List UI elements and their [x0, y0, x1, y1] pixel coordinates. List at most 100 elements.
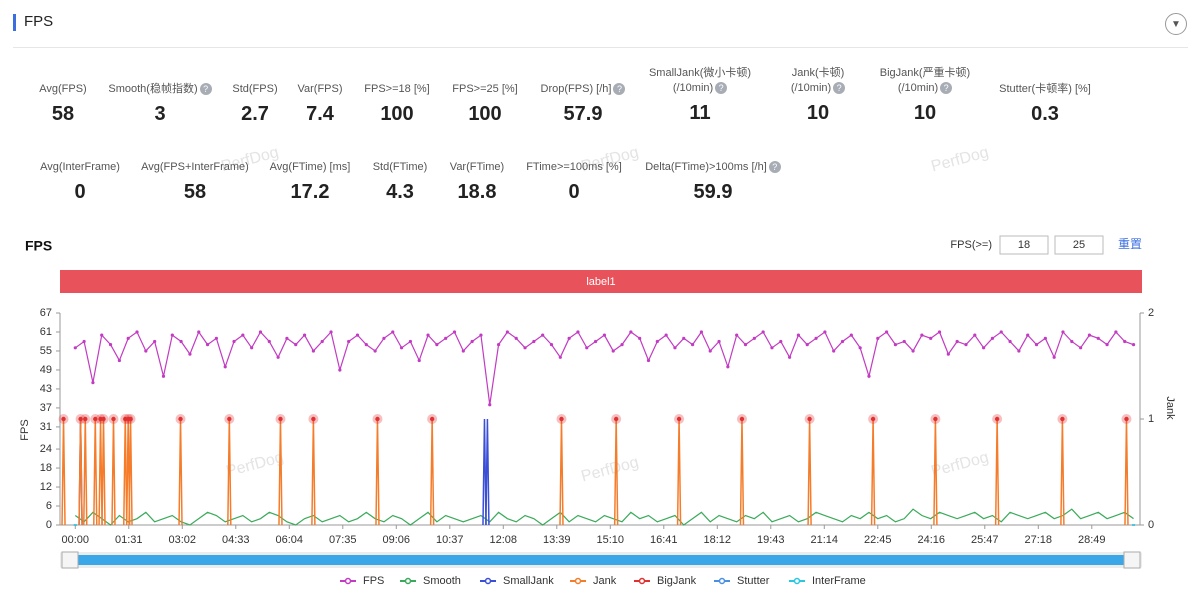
x-tick-label: 09:06: [383, 534, 411, 546]
fps-point: [91, 381, 95, 385]
metric-label-text: SmallJank(微小卡顿) (/10min): [648, 67, 752, 94]
legend-label[interactable]: Jank: [593, 575, 617, 587]
reset-button[interactable]: 重置: [1118, 237, 1142, 251]
y2-tick-label: 0: [1148, 519, 1154, 531]
metric-label-text: Std(FTime): [372, 161, 428, 173]
metric-label: Avg(FPS+InterFrame): [125, 160, 265, 175]
metric-label-text: Smooth(稳帧指数): [108, 83, 198, 95]
metric-label-text: BigJank(严重卡顿) (/10min): [879, 67, 971, 94]
x-tick-label: 00:00: [62, 534, 90, 546]
fps-point: [761, 330, 765, 334]
fps-point: [1052, 355, 1056, 359]
slider-handle[interactable]: [1123, 551, 1141, 569]
metric-label: Avg(FTime) [ms]: [240, 160, 380, 175]
metric-value: 58: [183, 181, 207, 203]
fps-point: [999, 330, 1003, 334]
metric-label: SmallJank(微小卡顿) (/10min)?: [630, 66, 770, 96]
metric-label-text: FPS>=18 [%]: [364, 83, 430, 95]
fps-point: [585, 346, 589, 350]
metric-label: FPS>=18 [%]: [327, 82, 467, 97]
fps-point: [823, 330, 827, 334]
bigjank-point: [429, 416, 435, 422]
fps-point: [576, 330, 580, 334]
threshold-input[interactable]: [1054, 235, 1104, 255]
fps-point: [532, 339, 536, 344]
fps-point: [241, 333, 245, 337]
fps-point: [1105, 343, 1109, 347]
spike: [128, 418, 133, 526]
fps-point: [902, 339, 906, 344]
metric-value: 7.4: [306, 103, 334, 125]
help-icon[interactable]: ?: [833, 82, 846, 95]
metric-value: 100: [380, 103, 414, 125]
metric-value: 0: [74, 181, 86, 203]
metric-label-text: Avg(InterFrame): [40, 161, 120, 173]
metric-value: 59.9: [693, 181, 733, 203]
metric: FPS>=18 [%] 100: [327, 82, 467, 126]
metric-label-text: Var(FTime): [449, 161, 505, 173]
fps-point: [1114, 330, 1118, 334]
fps-point: [602, 333, 607, 337]
legend-label[interactable]: SmallJank: [503, 575, 554, 587]
collapse-button[interactable]: ▼: [1165, 13, 1187, 35]
bigjank-point: [613, 416, 619, 422]
fps-point: [1008, 339, 1012, 344]
help-icon[interactable]: ?: [940, 82, 953, 95]
fps-point: [452, 330, 457, 334]
fps-point: [964, 343, 968, 347]
metric: Avg(FPS+InterFrame) 58: [125, 160, 265, 204]
metric-value: 3: [154, 103, 166, 125]
y-tick-label: 24: [40, 443, 52, 455]
fps-point: [205, 343, 210, 347]
legend-label[interactable]: Stutter: [737, 575, 770, 587]
metric-value: 57.9: [563, 103, 603, 125]
legend-label[interactable]: BigJank: [657, 575, 697, 587]
bigjank-point: [375, 416, 380, 422]
spike: [807, 418, 812, 526]
label-band-text: label1: [586, 276, 615, 288]
x-tick-label: 27:18: [1025, 534, 1053, 546]
spike: [227, 418, 232, 526]
metric-label-text: Avg(FPS): [39, 83, 87, 95]
fps-point: [849, 333, 853, 337]
bigjank-point: [278, 416, 283, 422]
metric-value: 0: [568, 181, 580, 203]
fps-point: [929, 336, 933, 340]
bigjank-point: [1124, 416, 1129, 422]
spike: [933, 418, 938, 526]
y-tick-label: 31: [40, 421, 52, 433]
legend-marker: [718, 577, 726, 585]
fps-point: [726, 365, 730, 369]
fps-point: [629, 330, 633, 334]
slider-handle[interactable]: [61, 551, 79, 569]
x-tick-label: 12:08: [490, 534, 518, 546]
metric-label-text: Delta(FTime)>100ms [/h]: [645, 161, 767, 173]
threshold-input[interactable]: [999, 235, 1049, 255]
metric-label: FTime>=100ms [%]: [504, 160, 644, 175]
metric-label: Var(FTime): [407, 160, 547, 175]
fps-point: [788, 355, 792, 359]
spike: [311, 418, 316, 526]
y2-tick-label: 2: [1148, 307, 1154, 319]
fps-point: [770, 346, 774, 350]
help-icon[interactable]: ?: [199, 83, 212, 96]
metric-value: 4.3: [386, 181, 414, 203]
legend-label[interactable]: InterFrame: [812, 575, 866, 587]
fps-point: [338, 368, 342, 372]
spike: [739, 418, 745, 526]
metric: BigJank(严重卡顿) (/10min)? 10: [855, 66, 995, 125]
help-icon[interactable]: ?: [768, 161, 781, 174]
slider-fill: [76, 555, 1126, 565]
fps-point: [188, 352, 192, 356]
help-icon[interactable]: ?: [715, 82, 728, 95]
chart-title: FPS: [25, 238, 52, 254]
legend-label[interactable]: FPS: [363, 575, 384, 587]
x-tick-label: 03:02: [169, 534, 197, 546]
fps-point: [876, 336, 880, 340]
metric: Delta(FTime)>100ms [/h]? 59.9: [643, 160, 783, 204]
legend-label[interactable]: Smooth: [423, 575, 461, 587]
fps-point: [1123, 339, 1127, 344]
metric-value: 0.3: [1031, 103, 1059, 125]
fps-point: [1034, 343, 1039, 347]
help-icon[interactable]: ?: [613, 83, 626, 96]
